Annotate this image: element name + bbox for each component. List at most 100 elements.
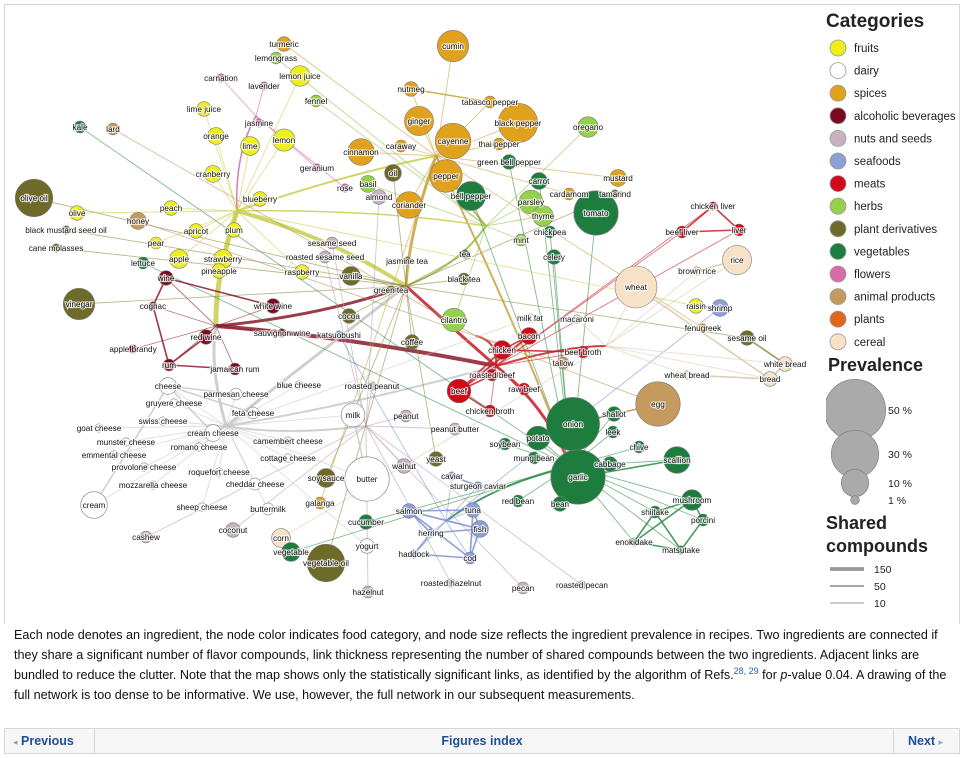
node-camembert-cheese[interactable] xyxy=(283,436,293,446)
node-soy-sauce[interactable] xyxy=(316,468,336,488)
node-salmon[interactable] xyxy=(401,503,417,519)
node-roasted-hazelnut[interactable] xyxy=(446,578,456,588)
node-cream[interactable] xyxy=(80,491,108,519)
node-sesame-seed[interactable] xyxy=(325,236,339,250)
node-tabasco-pepper[interactable] xyxy=(483,95,497,109)
node-jasmine-tea[interactable] xyxy=(402,256,412,266)
node-ginger[interactable] xyxy=(404,106,434,136)
node-rose[interactable] xyxy=(340,183,350,193)
node-chive[interactable] xyxy=(632,440,646,454)
node-roasted-pecan[interactable] xyxy=(577,580,587,590)
node-swiss-cheese[interactable] xyxy=(158,416,168,426)
node-lemongrass[interactable] xyxy=(269,51,283,65)
node-pecan[interactable] xyxy=(516,581,530,595)
node-shrimp[interactable] xyxy=(711,299,729,317)
node-blue-cheese[interactable] xyxy=(294,380,304,390)
node-mozzarella-cheese[interactable] xyxy=(148,480,158,490)
node-peanut-butter[interactable] xyxy=(448,422,462,436)
node-red-wine[interactable] xyxy=(198,329,214,345)
node-cumin[interactable] xyxy=(436,29,470,63)
node-basil[interactable] xyxy=(359,175,377,193)
previous-link[interactable]: ◂ Previous xyxy=(5,729,95,753)
node-brown-rice[interactable] xyxy=(692,266,702,276)
node-wine[interactable] xyxy=(158,270,174,286)
node-parmesan-cheese[interactable] xyxy=(229,387,243,401)
reference-link-28[interactable]: 28 xyxy=(733,665,744,676)
node-cardamom[interactable] xyxy=(562,187,576,201)
node-roasted-beef[interactable] xyxy=(485,368,499,382)
node-peanut[interactable] xyxy=(399,409,413,423)
node-cucumber[interactable] xyxy=(358,514,374,530)
node-jamaican-rum[interactable] xyxy=(228,362,242,376)
node-cinnamon[interactable] xyxy=(347,138,375,166)
node-coffee[interactable] xyxy=(404,334,420,350)
node-corn[interactable] xyxy=(271,528,291,548)
node-caviar[interactable] xyxy=(447,471,457,481)
node-cocoa[interactable] xyxy=(341,308,357,324)
node-mung-bean[interactable] xyxy=(527,451,541,465)
node-garlic[interactable] xyxy=(550,449,606,505)
reference-link-29[interactable]: 29 xyxy=(748,665,759,676)
node-emmental-cheese[interactable] xyxy=(109,450,119,460)
node-cognac[interactable] xyxy=(148,301,158,311)
node-thyme[interactable] xyxy=(532,205,554,227)
node-enokidake[interactable] xyxy=(629,537,639,547)
node-beef-broth[interactable] xyxy=(576,345,590,359)
node-rum[interactable] xyxy=(162,358,176,372)
node-tamarind[interactable] xyxy=(610,189,620,199)
node-lemon[interactable] xyxy=(272,128,296,152)
node-galanga[interactable] xyxy=(313,496,327,510)
node-cod[interactable] xyxy=(463,551,477,565)
node-geranium[interactable] xyxy=(312,163,322,173)
node-vegetable[interactable] xyxy=(281,542,301,562)
node-mushroom[interactable] xyxy=(681,489,703,511)
node-tuna[interactable] xyxy=(465,502,481,518)
node-fennel[interactable] xyxy=(309,94,323,108)
node-black-pepper[interactable] xyxy=(498,103,538,143)
node-feta-cheese[interactable] xyxy=(246,406,260,420)
node-cheddar-cheese[interactable] xyxy=(248,477,262,491)
node-white-bread[interactable] xyxy=(777,356,793,372)
node-sauvignon-wine[interactable] xyxy=(277,328,287,338)
node-goat-cheese[interactable] xyxy=(94,423,104,433)
node-almond[interactable] xyxy=(371,189,387,205)
node-jasmine[interactable] xyxy=(254,118,264,128)
node-cabbage[interactable] xyxy=(602,456,618,472)
node-lavender[interactable] xyxy=(259,81,269,91)
node-coriander[interactable] xyxy=(395,191,423,219)
node-walnut[interactable] xyxy=(396,458,412,474)
node-porcini[interactable] xyxy=(696,513,710,527)
next-link[interactable]: Next ▸ xyxy=(893,729,959,753)
node-vanilla[interactable] xyxy=(341,266,361,286)
node-fenugreek[interactable] xyxy=(698,323,708,333)
node-soybean[interactable] xyxy=(498,437,512,451)
node-beef[interactable] xyxy=(446,378,472,404)
node-buttermilk[interactable] xyxy=(261,502,275,516)
node-lime-juice[interactable] xyxy=(196,101,212,117)
node-potato[interactable] xyxy=(525,425,551,451)
node-thai-pepper[interactable] xyxy=(492,137,506,151)
node-butter[interactable] xyxy=(344,456,390,502)
node-lime[interactable] xyxy=(240,136,260,156)
node-wheat-bread[interactable] xyxy=(682,370,692,380)
node-raisin[interactable] xyxy=(688,298,704,314)
node-cheese[interactable] xyxy=(159,377,177,395)
node-white-wine[interactable] xyxy=(265,298,281,314)
node-tea[interactable] xyxy=(460,249,470,259)
node-katsuobushi[interactable] xyxy=(334,330,344,340)
node-bread[interactable] xyxy=(762,371,778,387)
node-yogurt[interactable] xyxy=(359,538,375,554)
node-carnation[interactable] xyxy=(216,73,226,83)
node-raspberry[interactable] xyxy=(294,264,310,280)
node-beef-liver[interactable] xyxy=(675,225,689,239)
node-hazelnut[interactable] xyxy=(361,585,375,599)
node-apple-brandy[interactable] xyxy=(128,344,138,354)
node-oregano[interactable] xyxy=(577,116,599,138)
node-herring[interactable] xyxy=(426,528,436,538)
node-pepper[interactable] xyxy=(429,159,463,193)
node-chicken[interactable] xyxy=(492,340,512,360)
node-nutmeg[interactable] xyxy=(403,81,419,97)
node-liver[interactable] xyxy=(732,223,746,237)
node-oil[interactable] xyxy=(384,164,402,182)
node-leek[interactable] xyxy=(606,425,620,439)
